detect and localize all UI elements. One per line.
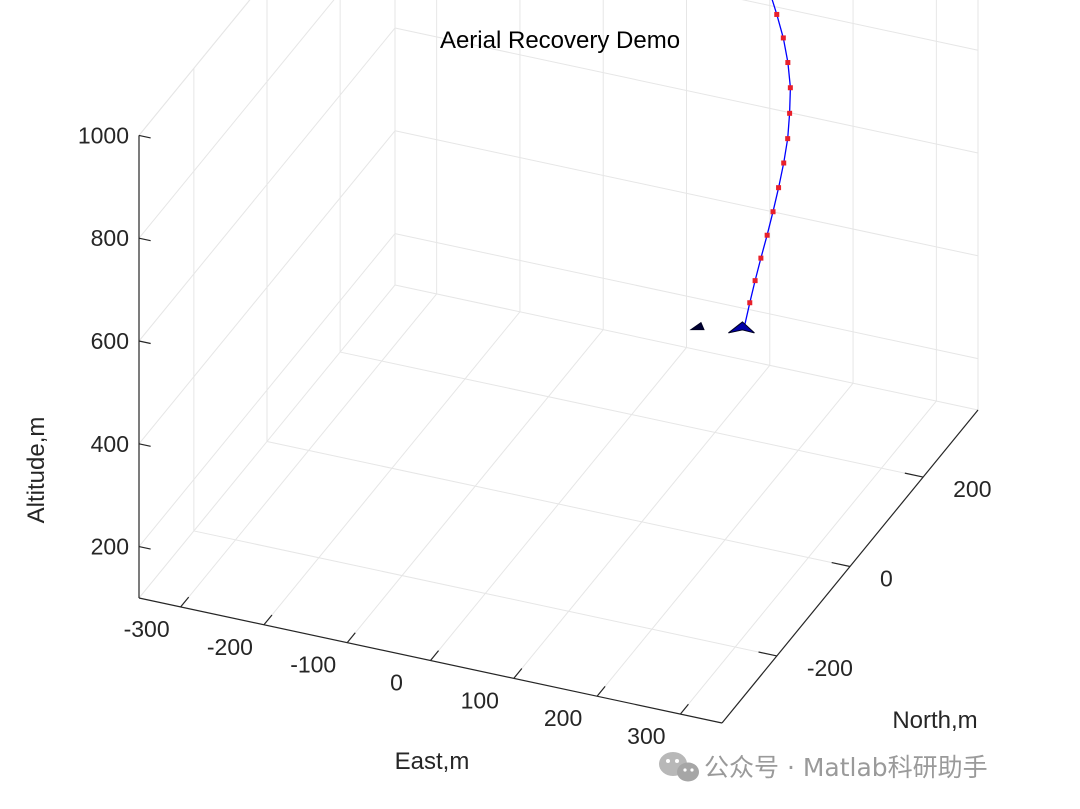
grid-lines	[138, 0, 979, 715]
z-tick	[138, 340, 151, 345]
x-tick-label: 0	[390, 670, 403, 696]
x-tick	[346, 632, 356, 644]
x-tick	[679, 703, 689, 715]
trajectory-marker	[785, 60, 791, 66]
trajectory-marker	[752, 278, 758, 284]
grid-line-z-back	[741, 0, 979, 51]
z-tick-label: 200	[91, 534, 129, 560]
x-tick	[513, 668, 523, 679]
box-edge	[138, 284, 396, 599]
x-tick-label: 200	[544, 705, 582, 731]
z-tick	[138, 134, 151, 139]
y-tick-label: 200	[953, 476, 991, 502]
z-tick	[138, 546, 151, 550]
x-tick-label: 100	[461, 687, 499, 713]
grid-line-z-side	[138, 233, 396, 547]
x-tick	[596, 685, 606, 697]
z-tick-label: 1000	[78, 122, 129, 148]
watermark: 公众号 · Matlab科研助手	[659, 752, 988, 782]
box-edge	[394, 284, 979, 411]
trajectory-marker	[785, 136, 791, 142]
grid-line-z-back	[394, 27, 979, 154]
y-axis-label: North,m	[892, 707, 977, 734]
tick-marks	[138, 134, 924, 715]
grid-line-y-floor	[266, 441, 851, 567]
trajectory-marker	[774, 11, 780, 17]
x-tick-label: 300	[627, 723, 665, 749]
watermark-text: 公众号 · Matlab科研助手	[704, 753, 988, 782]
x-tick	[430, 650, 440, 661]
axes	[138, 135, 979, 724]
x-tick-label: -300	[124, 616, 170, 642]
aircraft-glyph	[689, 321, 705, 331]
trajectory-marker	[764, 232, 770, 238]
x-tick	[180, 596, 190, 608]
x-tick	[263, 614, 273, 626]
z-tick-label: 800	[91, 225, 129, 251]
trajectory-marker	[787, 85, 793, 91]
chart-title: Aerial Recovery Demo	[440, 27, 680, 54]
y-tick	[831, 561, 851, 568]
y-tick	[904, 472, 924, 478]
trajectory-marker	[787, 110, 793, 116]
z-tick-label: 600	[91, 328, 129, 354]
grid-line-z-side	[138, 0, 335, 239]
x-tick-label: -200	[207, 634, 253, 660]
x-tick-label: -100	[290, 652, 336, 678]
grid-line-z-back	[394, 130, 979, 257]
trajectory-line	[744, 0, 792, 325]
grid-line-y-floor	[193, 530, 777, 657]
trajectory-marker	[776, 185, 782, 191]
grid-line-z-side	[138, 130, 396, 445]
trajectory-marker	[780, 35, 786, 41]
trajectory-marker	[747, 300, 753, 306]
z-tick	[138, 443, 151, 447]
y-tick-label: 0	[880, 566, 893, 592]
grid-line-z-side	[138, 27, 396, 342]
box-edge	[138, 0, 251, 136]
aircraft-glyph	[728, 321, 755, 334]
z-axis-label: Altitude,m	[23, 417, 50, 524]
wechat-icon	[659, 752, 699, 782]
trajectory-marker	[781, 160, 787, 166]
y-tick	[758, 651, 777, 657]
grid-line-y-floor	[340, 351, 924, 478]
aircraft-group	[689, 321, 755, 334]
grid-line-z-back	[394, 233, 979, 360]
tick-labels: -300 -200 -100 0 100 200 300 -200 0 200 200 400 600 8…	[78, 122, 992, 749]
z-tick-label: 400	[91, 431, 129, 457]
x-axis-label: East,m	[395, 748, 470, 775]
trajectory-marker	[758, 255, 764, 261]
series-group	[744, 0, 793, 325]
z-tick	[138, 237, 151, 242]
trajectory-marker	[770, 209, 776, 215]
y-tick-label: -200	[807, 655, 853, 681]
